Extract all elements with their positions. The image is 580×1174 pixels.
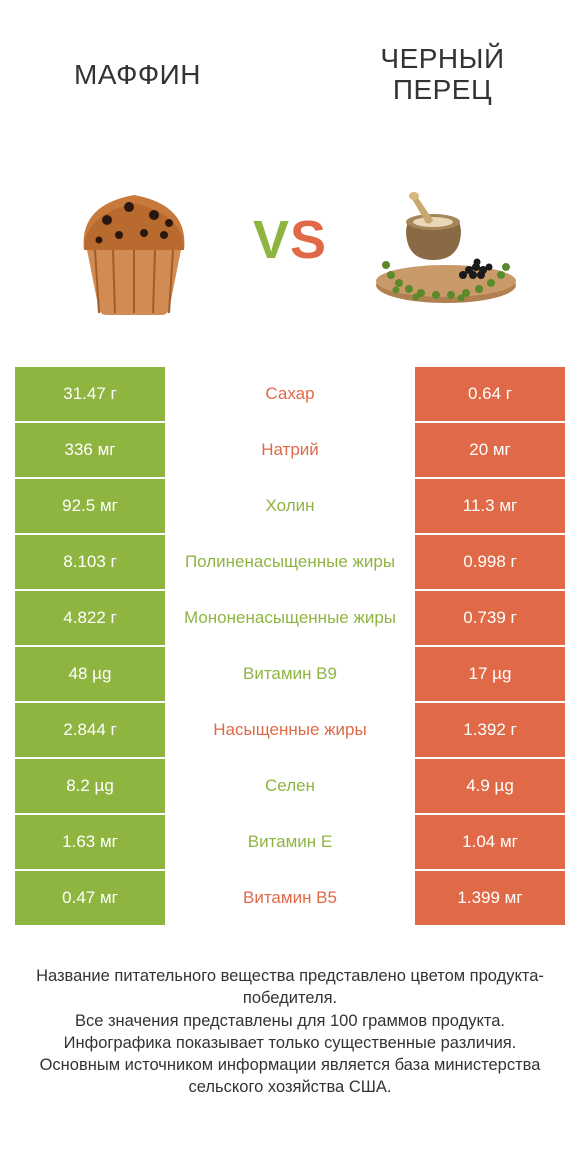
pepper-icon [361, 155, 531, 325]
footer-line-4: Основным источником информации является … [25, 1054, 555, 1099]
left-value-cell: 92.5 мг [15, 479, 165, 533]
nutrient-label-cell: Холин [165, 479, 415, 533]
titles-row: МАФФИН ЧЕРНЫЙПЕРЕЦ [15, 20, 565, 130]
nutrient-label-cell: Натрий [165, 423, 415, 477]
right-product-image [327, 155, 565, 325]
right-value-cell: 20 мг [415, 423, 565, 477]
right-value-cell: 0.739 г [415, 591, 565, 645]
vs-v-letter: V [253, 210, 290, 270]
left-value-cell: 0.47 мг [15, 871, 165, 925]
left-value-cell: 1.63 мг [15, 815, 165, 869]
footer-line-1: Название питательного вещества представл… [25, 965, 555, 1010]
right-value-cell: 4.9 µg [415, 759, 565, 813]
footer-line-2: Все значения представлены для 100 граммо… [25, 1010, 555, 1032]
left-value-cell: 48 µg [15, 647, 165, 701]
right-value-cell: 0.998 г [415, 535, 565, 589]
table-row: 4.822 гМононенасыщенные жиры0.739 г [15, 589, 565, 645]
vs-label: VS [253, 209, 327, 271]
muffin-icon [49, 155, 219, 325]
right-value-cell: 0.64 г [415, 367, 565, 421]
right-value-cell: 1.399 мг [415, 871, 565, 925]
table-row: 336 мгНатрий20 мг [15, 421, 565, 477]
right-value-cell: 1.392 г [415, 703, 565, 757]
nutrient-label-cell: Селен [165, 759, 415, 813]
footer-line-3: Инфографика показывает только существенн… [25, 1032, 555, 1054]
right-product-title: ЧЕРНЫЙПЕРЕЦ [320, 44, 565, 106]
table-row: 8.2 µgСелен4.9 µg [15, 757, 565, 813]
left-value-cell: 4.822 г [15, 591, 165, 645]
nutrient-label-cell: Витамин B9 [165, 647, 415, 701]
right-value-cell: 17 µg [415, 647, 565, 701]
left-value-cell: 336 мг [15, 423, 165, 477]
nutrient-label-cell: Насыщенные жиры [165, 703, 415, 757]
images-row: VS [15, 140, 565, 340]
left-value-cell: 31.47 г [15, 367, 165, 421]
nutrient-label-cell: Витамин B5 [165, 871, 415, 925]
left-value-cell: 8.103 г [15, 535, 165, 589]
nutrient-label-cell: Полиненасыщенные жиры [165, 535, 415, 589]
footer-notes: Название питательного вещества представл… [15, 965, 565, 1099]
left-value-cell: 8.2 µg [15, 759, 165, 813]
right-value-cell: 1.04 мг [415, 815, 565, 869]
left-value-cell: 2.844 г [15, 703, 165, 757]
left-product-image [15, 155, 253, 325]
nutrient-label-cell: Сахар [165, 367, 415, 421]
table-row: 92.5 мгХолин11.3 мг [15, 477, 565, 533]
infographic-container: МАФФИН ЧЕРНЫЙПЕРЕЦ VS [0, 0, 580, 1174]
table-row: 2.844 гНасыщенные жиры1.392 г [15, 701, 565, 757]
comparison-table: 31.47 гСахар0.64 г336 мгНатрий20 мг92.5 … [15, 365, 565, 925]
vs-s-letter: S [290, 210, 327, 270]
table-row: 8.103 гПолиненасыщенные жиры0.998 г [15, 533, 565, 589]
table-row: 48 µgВитамин B917 µg [15, 645, 565, 701]
nutrient-label-cell: Мононенасыщенные жиры [165, 591, 415, 645]
table-row: 0.47 мгВитамин B51.399 мг [15, 869, 565, 925]
table-row: 31.47 гСахар0.64 г [15, 365, 565, 421]
table-row: 1.63 мгВитамин E1.04 мг [15, 813, 565, 869]
nutrient-label-cell: Витамин E [165, 815, 415, 869]
right-value-cell: 11.3 мг [415, 479, 565, 533]
left-product-title: МАФФИН [15, 59, 260, 91]
